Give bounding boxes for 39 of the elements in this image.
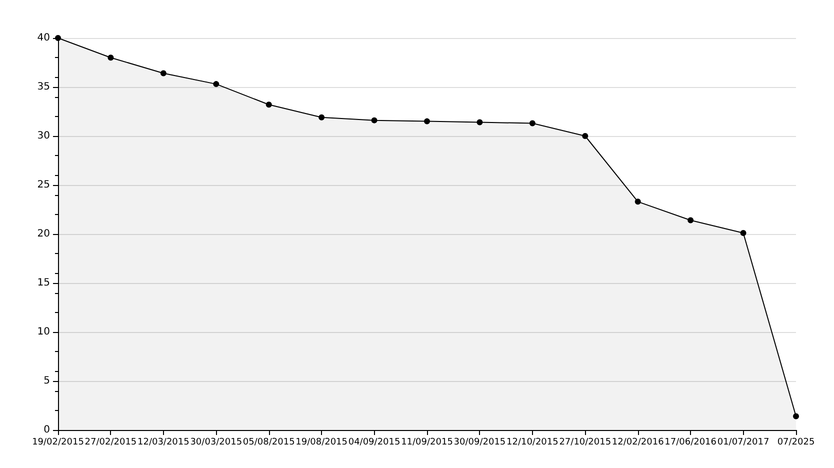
point	[582, 133, 588, 139]
y-tick-label: 10	[37, 326, 50, 338]
point	[318, 114, 325, 120]
x-tick-label: 27/02/2015	[84, 438, 137, 448]
x-tick-label: 05/08/2015	[242, 438, 295, 448]
point	[108, 54, 114, 61]
point	[55, 35, 61, 41]
y-tick-label: 0	[44, 424, 50, 436]
y-tick-label: 30	[37, 130, 50, 142]
y-tick-label: 20	[37, 228, 50, 240]
point	[793, 413, 799, 420]
point	[371, 117, 378, 124]
x-tick-label: 01/07/2017	[717, 438, 770, 448]
x-tick-label: 27/10/2015	[559, 438, 612, 448]
point	[688, 217, 694, 224]
y-tick-label: 25	[37, 180, 50, 190]
x-tick-label: 30/03/2015	[190, 438, 242, 448]
y-tick-label: 35	[37, 82, 50, 92]
y-tick-label: 40	[37, 32, 50, 44]
x-tick-label: 19/02/2015	[32, 438, 84, 448]
point	[266, 102, 272, 108]
point	[424, 118, 430, 124]
x-tick-label: 19/08/2015	[296, 438, 348, 448]
x-tick-label: 12/10/2015	[506, 438, 558, 448]
point	[476, 119, 483, 126]
y-tick-label: 5	[44, 376, 50, 386]
point	[529, 120, 536, 126]
x-tick-label: 12/03/2015	[137, 438, 190, 448]
x-tick-label: 04/09/2015	[348, 438, 400, 448]
x-tick-label: 17/06/2016	[664, 438, 717, 448]
point	[213, 81, 220, 88]
point	[634, 198, 641, 205]
point	[740, 230, 746, 236]
x-tick-label: 07/2025	[777, 438, 815, 448]
y-tick-label: 15	[37, 278, 50, 288]
point	[160, 70, 166, 76]
x-tick-label: 30/09/2015	[454, 438, 506, 448]
x-tick-label: 11/09/2015	[401, 438, 453, 448]
x-tick-label: 12/02/2016	[612, 438, 664, 448]
